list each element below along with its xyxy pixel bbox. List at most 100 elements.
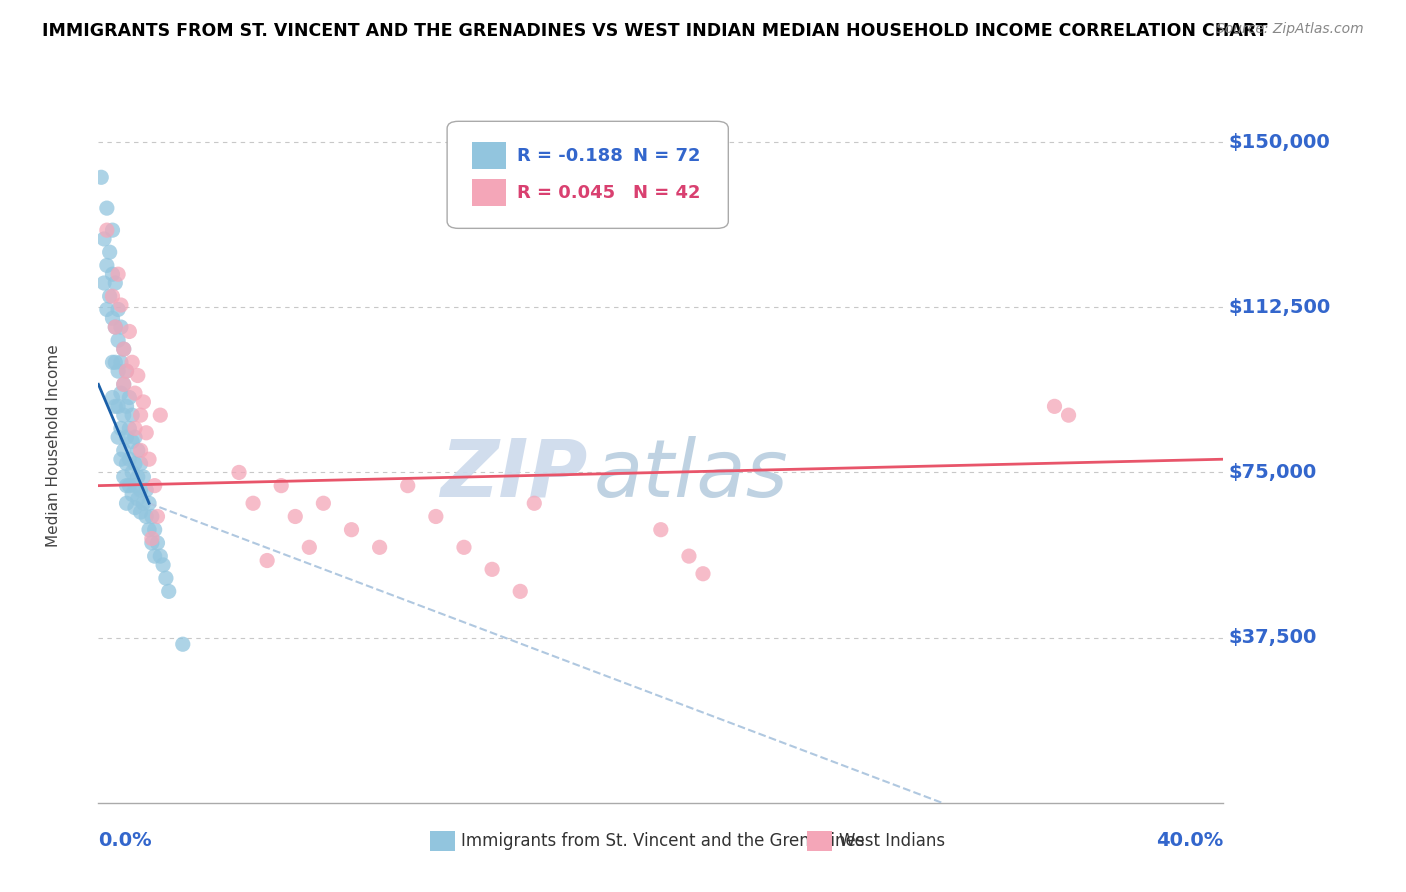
Point <box>110 298 132 312</box>
Point <box>132 496 155 510</box>
Point <box>143 523 166 537</box>
Point <box>138 523 160 537</box>
Point <box>96 302 118 317</box>
Point <box>96 201 118 215</box>
Point <box>368 541 391 555</box>
Point <box>115 364 138 378</box>
Point <box>112 377 135 392</box>
Point <box>110 320 132 334</box>
Text: N = 72: N = 72 <box>633 146 700 164</box>
Point <box>141 532 163 546</box>
Point <box>298 541 321 555</box>
Point <box>1057 408 1080 422</box>
Point <box>481 562 503 576</box>
Point <box>112 408 135 422</box>
Point <box>96 259 118 273</box>
Text: $150,000: $150,000 <box>1229 133 1330 152</box>
Point <box>650 523 672 537</box>
Point <box>678 549 700 563</box>
Point <box>127 470 149 484</box>
Point <box>509 584 531 599</box>
Point <box>152 558 174 572</box>
Point <box>115 478 138 492</box>
Point <box>523 496 546 510</box>
Text: atlas: atlas <box>593 435 789 514</box>
Point <box>228 466 250 480</box>
Point <box>110 452 132 467</box>
Point <box>96 223 118 237</box>
Text: $112,500: $112,500 <box>1229 298 1331 317</box>
Text: 0.0%: 0.0% <box>98 831 152 850</box>
Text: West Indians: West Indians <box>838 832 945 850</box>
Point <box>104 276 127 290</box>
Point <box>101 267 124 281</box>
Point <box>172 637 194 651</box>
Point <box>396 478 419 492</box>
Point <box>135 483 157 497</box>
Point <box>1043 400 1066 414</box>
Point <box>107 364 129 378</box>
Point <box>110 421 132 435</box>
Point <box>98 289 121 303</box>
Point <box>107 267 129 281</box>
Point <box>118 452 141 467</box>
Point <box>312 496 335 510</box>
Point <box>112 470 135 484</box>
Point <box>124 430 146 444</box>
Point <box>107 333 129 347</box>
Point <box>115 457 138 471</box>
Point <box>107 430 129 444</box>
Point <box>107 302 129 317</box>
Point <box>129 505 152 519</box>
Point <box>115 400 138 414</box>
Text: $37,500: $37,500 <box>1229 628 1317 647</box>
Point <box>98 245 121 260</box>
Point <box>104 355 127 369</box>
Text: 40.0%: 40.0% <box>1156 831 1223 850</box>
Point <box>270 478 292 492</box>
Point <box>135 509 157 524</box>
Text: Source: ZipAtlas.com: Source: ZipAtlas.com <box>1216 22 1364 37</box>
Point <box>155 571 177 585</box>
Point <box>115 430 138 444</box>
Point <box>112 443 135 458</box>
Point <box>124 500 146 515</box>
Point <box>112 342 135 356</box>
Point <box>118 478 141 492</box>
Point <box>132 470 155 484</box>
Point <box>121 487 143 501</box>
FancyBboxPatch shape <box>472 179 506 206</box>
Point <box>124 457 146 471</box>
Point <box>692 566 714 581</box>
Point <box>121 434 143 449</box>
Point <box>157 584 180 599</box>
Point <box>101 223 124 237</box>
Point <box>453 541 475 555</box>
FancyBboxPatch shape <box>447 121 728 228</box>
Point <box>146 536 169 550</box>
FancyBboxPatch shape <box>807 831 832 851</box>
Point <box>101 289 124 303</box>
FancyBboxPatch shape <box>472 142 506 169</box>
Point <box>425 509 447 524</box>
Point <box>118 421 141 435</box>
Point <box>124 421 146 435</box>
Point <box>93 232 115 246</box>
Point <box>104 400 127 414</box>
Point <box>129 457 152 471</box>
Point <box>256 553 278 567</box>
Point <box>124 386 146 401</box>
Text: IMMIGRANTS FROM ST. VINCENT AND THE GRENADINES VS WEST INDIAN MEDIAN HOUSEHOLD I: IMMIGRANTS FROM ST. VINCENT AND THE GREN… <box>42 22 1268 40</box>
Point <box>121 466 143 480</box>
Point <box>340 523 363 537</box>
Point <box>110 386 132 401</box>
Point <box>104 320 127 334</box>
Point <box>129 443 152 458</box>
Point <box>107 400 129 414</box>
Point <box>118 391 141 405</box>
Point <box>149 549 172 563</box>
Point <box>284 509 307 524</box>
Point <box>129 408 152 422</box>
Point <box>138 496 160 510</box>
Text: ZIP: ZIP <box>440 435 588 514</box>
